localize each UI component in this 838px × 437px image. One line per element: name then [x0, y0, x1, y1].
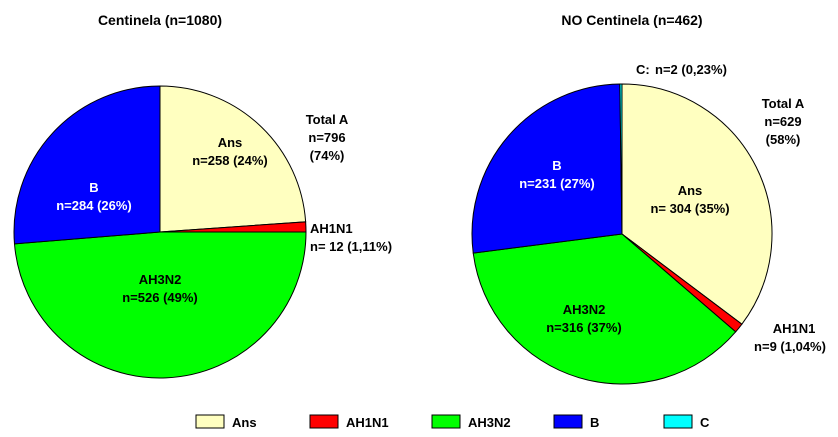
slice-label-b: B [552, 158, 561, 173]
slice-value-b: n=231 (27%) [519, 176, 595, 191]
slice-value-b: n=284 (26%) [56, 198, 132, 213]
legend-swatch-ans [195, 414, 225, 429]
slice-value-ah3n2: n=316 (37%) [546, 320, 622, 335]
slice-value-c: n=2 (0,23%) [655, 62, 727, 77]
annotation-total-a-line3: (74%) [310, 148, 345, 163]
legend-swatch-ah1n1 [309, 414, 339, 429]
slice-label-ans: Ans [678, 183, 703, 198]
pie-centinela [13, 85, 307, 379]
pie-no-centinela [471, 83, 773, 385]
annotation-total-a-line3: (58%) [766, 132, 801, 147]
annotation-total-a-line1: Total A [306, 112, 349, 127]
slice-value-ans: n= 304 (35%) [650, 201, 729, 216]
pie-slice-c [619, 83, 623, 235]
slice-value-ans: n=258 (24%) [192, 153, 268, 168]
pie-slice-b [471, 83, 623, 254]
slice-value-ah1n1: n= 12 (1,11%) [310, 239, 392, 254]
slice-value-ah3n2: n=526 (49%) [122, 290, 198, 305]
chart-title-no-centinela: NO Centinela (n=462) [561, 12, 702, 28]
annotation-total-a-line2: n=796 [308, 130, 345, 145]
slice-label-c: C: [636, 62, 650, 77]
pie-slice-ans [159, 85, 307, 233]
legend-label-ans: Ans [232, 415, 257, 430]
pie-slice-ans [621, 83, 773, 325]
slice-label-b: B [89, 180, 98, 195]
legend: Ans AH1N1 AH3N2 B C [195, 414, 710, 430]
slice-label-ah1n1: AH1N1 [773, 321, 816, 336]
chart-title-centinela: Centinela (n=1080) [98, 12, 222, 28]
legend-label-ah3n2: AH3N2 [468, 415, 511, 430]
pie-slice-ah3n2 [13, 231, 307, 379]
slice-label-ah3n2: AH3N2 [139, 272, 182, 287]
pie-slice-b [13, 85, 161, 245]
legend-swatch-ah3n2 [431, 414, 461, 429]
legend-label-c: C [700, 415, 710, 430]
annotation-total-a-line1: Total A [762, 96, 805, 111]
slice-label-ans: Ans [218, 135, 243, 150]
legend-swatch-c [663, 414, 693, 429]
slice-label-ah1n1: AH1N1 [310, 221, 353, 236]
legend-label-b: B [590, 415, 599, 430]
slice-label-ah3n2: AH3N2 [563, 302, 606, 317]
slice-value-ah1n1: n=9 (1,04%) [754, 339, 826, 354]
annotation-total-a-line2: n=629 [764, 114, 801, 129]
pie-slice-ah3n2 [472, 233, 737, 385]
legend-swatch-b [553, 414, 583, 429]
legend-label-ah1n1: AH1N1 [346, 415, 389, 430]
